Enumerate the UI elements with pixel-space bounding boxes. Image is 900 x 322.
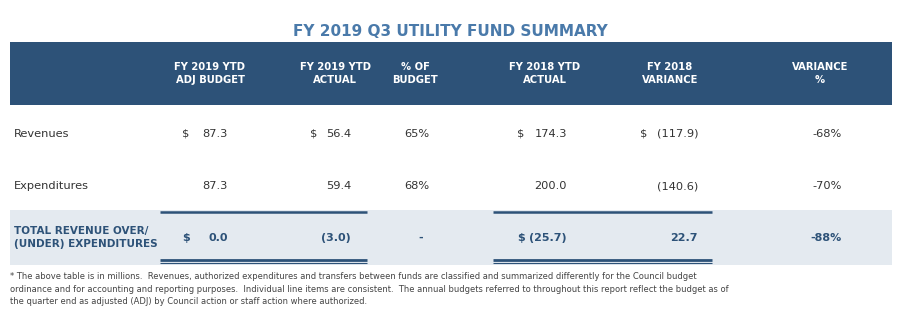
Text: 200.0: 200.0 <box>535 181 567 191</box>
Text: 56.4: 56.4 <box>326 128 351 138</box>
Bar <box>10 162 892 210</box>
Bar <box>10 210 892 265</box>
Text: 59.4: 59.4 <box>326 181 351 191</box>
Text: 22.7: 22.7 <box>670 232 698 242</box>
Text: FY 2019 YTD
ADJ BUDGET: FY 2019 YTD ADJ BUDGET <box>175 62 246 85</box>
Text: $: $ <box>310 128 318 138</box>
Text: 65%: 65% <box>404 128 429 138</box>
Text: 68%: 68% <box>404 181 429 191</box>
Text: % OF
BUDGET: % OF BUDGET <box>392 62 438 85</box>
Text: -68%: -68% <box>813 128 842 138</box>
Bar <box>10 105 892 162</box>
Text: (117.9): (117.9) <box>656 128 698 138</box>
Text: TOTAL REVENUE OVER/
(UNDER) EXPENDITURES: TOTAL REVENUE OVER/ (UNDER) EXPENDITURES <box>14 226 157 249</box>
Text: -88%: -88% <box>811 232 842 242</box>
Text: 87.3: 87.3 <box>202 181 228 191</box>
Text: -: - <box>418 232 423 242</box>
Text: VARIANCE
%: VARIANCE % <box>792 62 848 85</box>
Text: (140.6): (140.6) <box>657 181 698 191</box>
Text: $: $ <box>182 232 190 242</box>
Text: * The above table is in millions.  Revenues, authorized expenditures and transfe: * The above table is in millions. Revenu… <box>10 272 729 306</box>
Text: (25.7): (25.7) <box>529 232 567 242</box>
Text: -70%: -70% <box>813 181 842 191</box>
Text: (3.0): (3.0) <box>321 232 351 242</box>
Text: FY 2018 YTD
ACTUAL: FY 2018 YTD ACTUAL <box>509 62 580 85</box>
Text: $: $ <box>640 128 647 138</box>
Text: FY 2019 Q3 UTILITY FUND SUMMARY: FY 2019 Q3 UTILITY FUND SUMMARY <box>292 24 608 39</box>
Text: $: $ <box>517 128 525 138</box>
Text: Expenditures: Expenditures <box>14 181 89 191</box>
Text: FY 2019 YTD
ACTUAL: FY 2019 YTD ACTUAL <box>300 62 371 85</box>
Text: Revenues: Revenues <box>14 128 69 138</box>
Text: $: $ <box>517 232 525 242</box>
Text: 87.3: 87.3 <box>202 128 228 138</box>
Text: 0.0: 0.0 <box>209 232 228 242</box>
Text: $: $ <box>182 128 189 138</box>
Bar <box>10 42 892 105</box>
Text: FY 2018
VARIANCE: FY 2018 VARIANCE <box>642 62 698 85</box>
Text: 174.3: 174.3 <box>535 128 567 138</box>
